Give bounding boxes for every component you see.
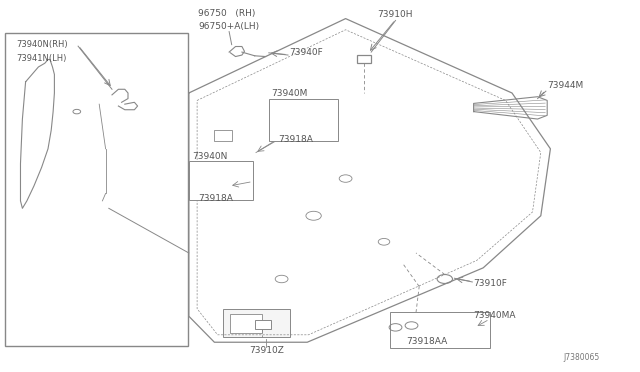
- Text: J7380065: J7380065: [563, 353, 600, 362]
- Bar: [230, 314, 262, 333]
- Bar: [255, 320, 271, 329]
- Text: 73940F: 73940F: [289, 48, 323, 57]
- Bar: [5, 33, 188, 346]
- Text: 73940M: 73940M: [271, 89, 308, 98]
- Bar: [214, 130, 232, 141]
- Text: 73940N(RH): 73940N(RH): [16, 40, 68, 49]
- Text: 96750   (RH): 96750 (RH): [198, 9, 256, 17]
- Text: 73918A: 73918A: [278, 135, 313, 144]
- Text: 73944M: 73944M: [547, 81, 584, 90]
- Bar: [357, 55, 371, 63]
- Text: 73910F: 73910F: [474, 279, 508, 288]
- Text: 73918AA: 73918AA: [406, 337, 447, 346]
- Bar: [189, 161, 253, 200]
- Bar: [223, 309, 290, 337]
- Text: 73910H: 73910H: [378, 10, 413, 19]
- Text: 73940N: 73940N: [192, 152, 227, 161]
- Bar: [390, 312, 490, 348]
- Text: 73941N(LH): 73941N(LH): [16, 54, 67, 63]
- Text: 73918A: 73918A: [198, 194, 233, 203]
- Text: 73940MA: 73940MA: [474, 311, 516, 320]
- Text: 96750+A(LH): 96750+A(LH): [198, 22, 260, 31]
- Text: 73910Z: 73910Z: [250, 346, 284, 355]
- Bar: [269, 99, 338, 141]
